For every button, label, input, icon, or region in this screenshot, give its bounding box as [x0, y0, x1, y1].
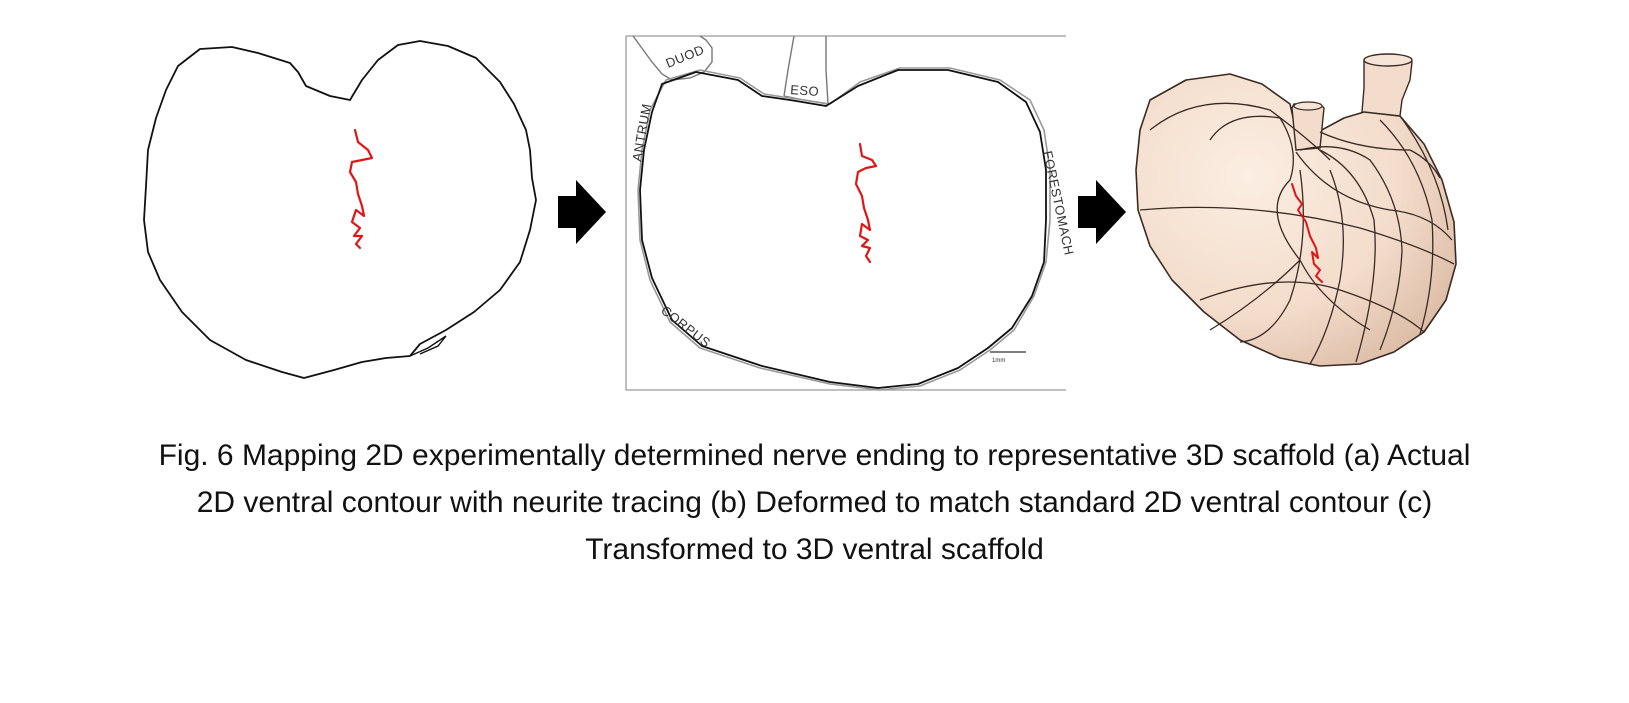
neurite-tracing-c: [1291, 183, 1323, 283]
corpus-label: CORPUS: [658, 303, 713, 351]
figure-caption: Fig. 6 Mapping 2D experimentally determi…: [40, 432, 1589, 573]
scaffold-esophagus-opening: [1363, 53, 1413, 67]
caption-line-3: Transformed to 3D ventral scaffold: [585, 533, 1044, 566]
scaffold-duodenum: [1291, 103, 1325, 151]
eso-label: ESO: [790, 82, 820, 99]
panel-b-frame: [625, 35, 1066, 391]
actual-contour-fold: [409, 335, 447, 357]
duod-label: DUOD: [664, 42, 707, 71]
arrow-right-icon: [1078, 180, 1126, 244]
panel-b-standard-contour: DUOD ESO ANTRUM FORESTOMACH CORPUS 1mm: [625, 35, 1077, 391]
antrum-label: ANTRUM: [629, 102, 654, 162]
scale-bar-label: 1mm: [992, 358, 1005, 364]
neurite-tracing-a: [348, 128, 374, 250]
figure-illustration: DUOD ESO ANTRUM FORESTOMACH CORPUS 1mm: [143, 35, 1457, 391]
caption-line-1: Fig. 6 Mapping 2D experimentally determi…: [158, 439, 1471, 472]
scaffold-duodenum-opening: [1293, 101, 1323, 111]
panel-c-3d-scaffold: [1135, 53, 1457, 367]
panel-a-actual-contour: [143, 40, 537, 379]
deformed-contour-outline: [639, 69, 1047, 389]
duodenum-outline: [632, 35, 713, 81]
actual-contour-outline: [143, 40, 537, 379]
caption-line-2: 2D ventral contour with neurite tracing …: [196, 486, 1433, 519]
arrow-right-icon: [558, 180, 606, 244]
scaffold-mesh-lines: [1139, 102, 1455, 365]
neurite-tracing-b: [854, 142, 878, 264]
